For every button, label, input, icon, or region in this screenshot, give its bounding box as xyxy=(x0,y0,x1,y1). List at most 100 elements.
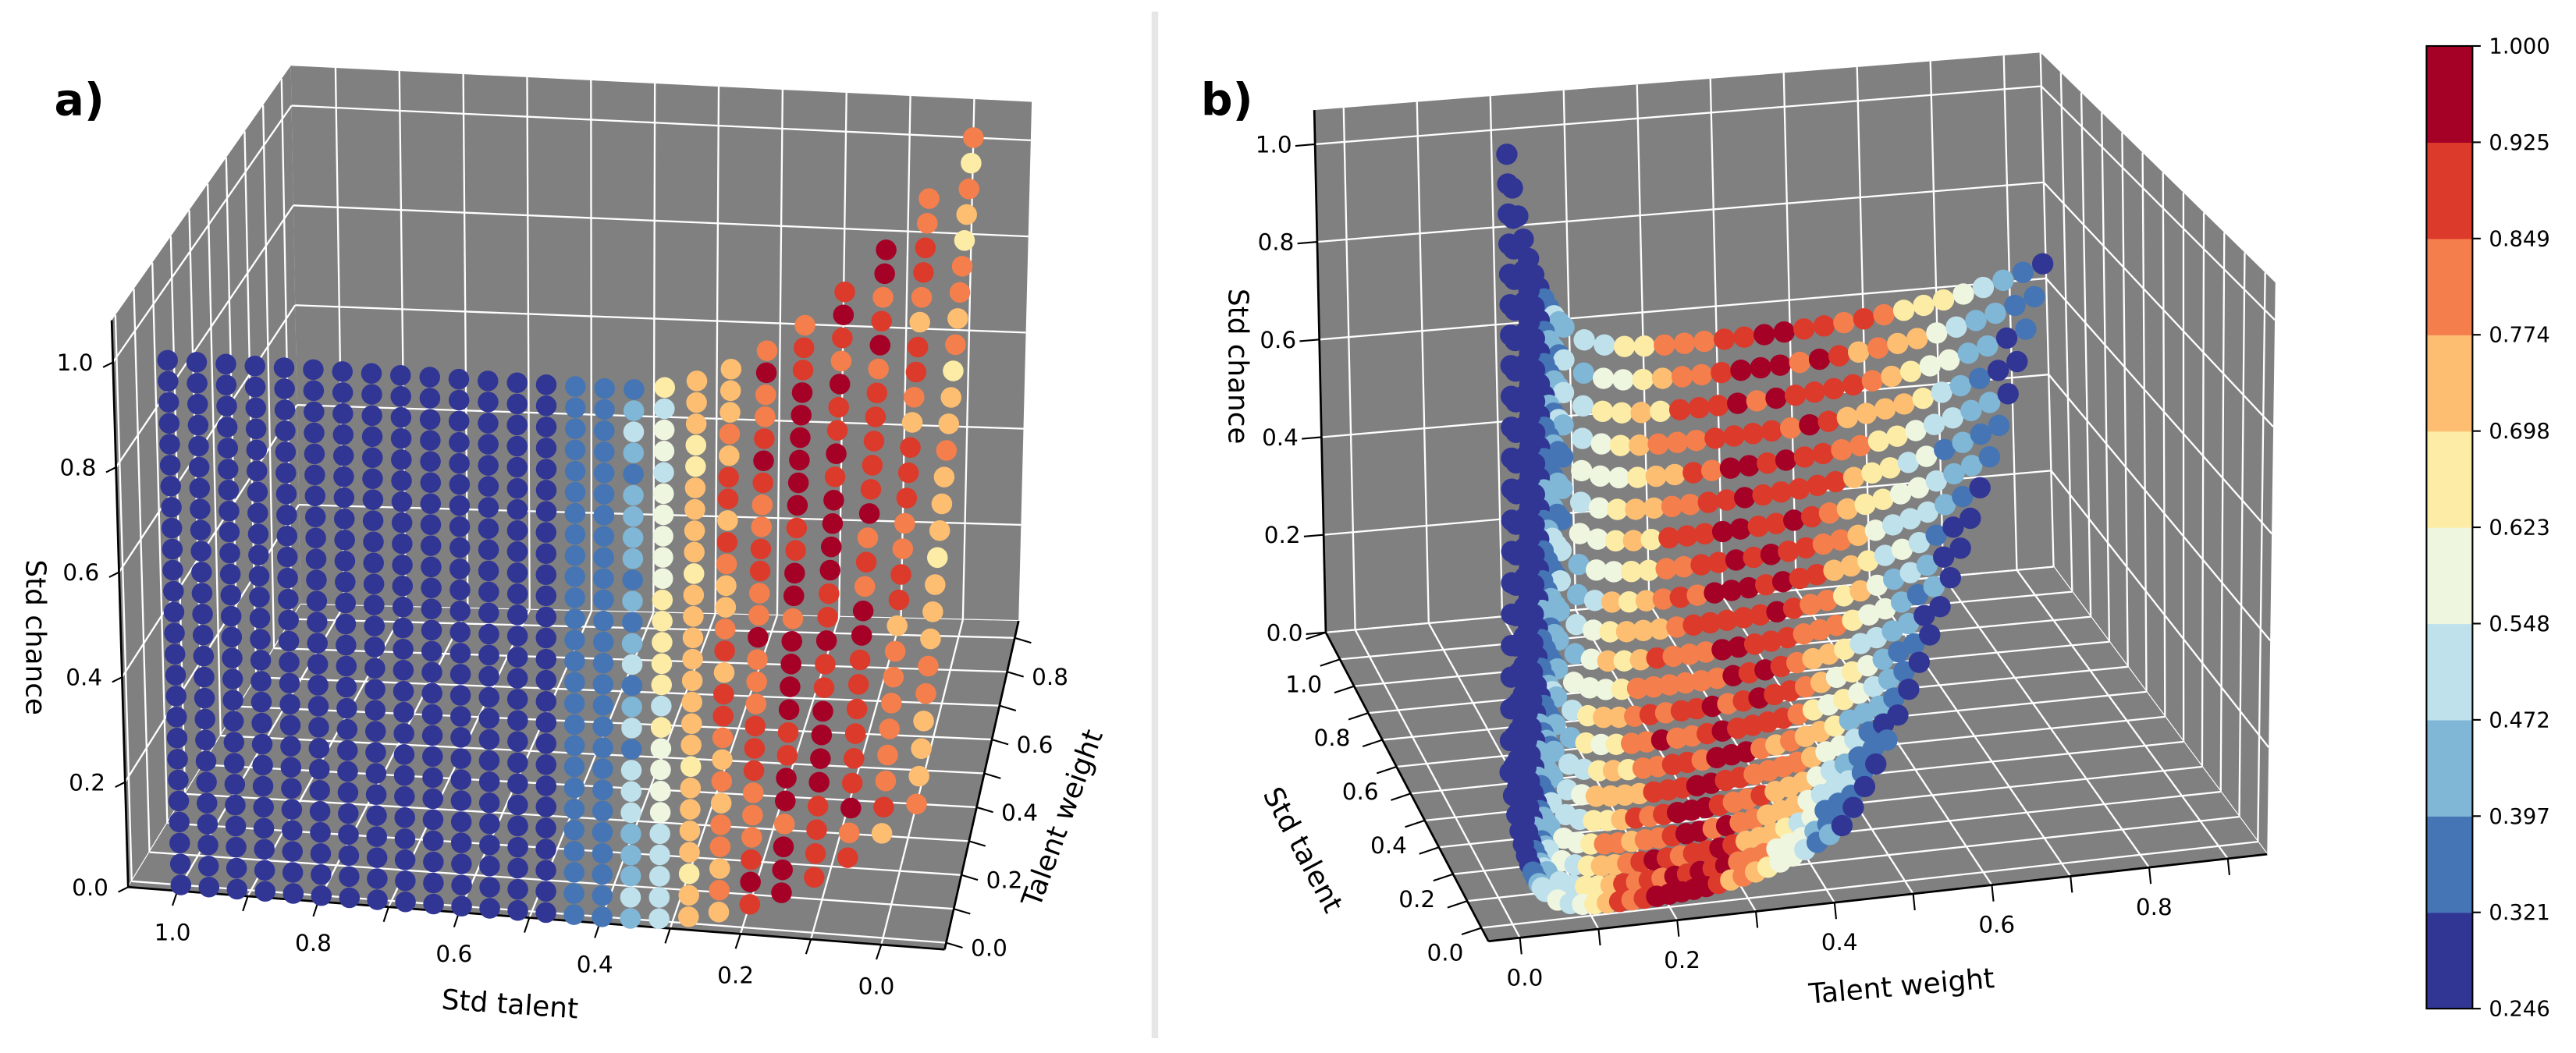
data-point xyxy=(713,683,734,705)
data-point xyxy=(448,368,470,390)
data-point xyxy=(478,539,499,560)
data-point xyxy=(564,502,586,524)
data-point xyxy=(1889,483,1912,505)
data-point xyxy=(169,853,191,874)
data-point xyxy=(157,349,178,371)
data-point xyxy=(1960,507,1981,530)
data-point xyxy=(874,263,895,285)
data-point xyxy=(622,590,643,612)
data-point xyxy=(922,601,943,622)
data-point xyxy=(622,527,644,548)
data-point xyxy=(1498,264,1521,285)
data-point xyxy=(506,583,528,604)
data-point xyxy=(1626,677,1649,700)
data-point xyxy=(563,841,585,862)
data-point xyxy=(252,775,274,797)
axis-line xyxy=(1488,853,2268,943)
tick-mark xyxy=(1405,819,1426,828)
data-point xyxy=(450,727,471,748)
data-point xyxy=(506,456,528,478)
data-point xyxy=(748,604,769,626)
data-point xyxy=(336,634,357,656)
data-point xyxy=(1786,651,1808,674)
data-point xyxy=(364,679,386,700)
data-point xyxy=(1633,619,1654,642)
data-point xyxy=(712,749,733,771)
data-point xyxy=(913,711,934,732)
data-point xyxy=(741,849,762,870)
grid-line xyxy=(2039,52,2055,567)
data-point xyxy=(713,661,735,683)
tick-mark xyxy=(108,571,119,578)
colorbar-tick-label: 0.548 xyxy=(2489,612,2549,636)
data-point xyxy=(332,403,354,424)
data-point xyxy=(594,420,615,441)
data-point xyxy=(592,737,613,758)
data-point xyxy=(333,466,354,488)
data-point xyxy=(1818,502,1841,524)
data-point xyxy=(622,612,643,633)
data-point xyxy=(507,878,528,900)
data-point xyxy=(652,568,673,590)
data-point xyxy=(1754,659,1776,681)
data-point xyxy=(334,530,355,551)
data-point xyxy=(931,493,953,515)
grid-line xyxy=(2080,92,2092,617)
data-point xyxy=(862,455,883,476)
data-point xyxy=(1500,698,1522,720)
tick-mark xyxy=(1833,902,1837,920)
data-point xyxy=(196,771,217,792)
data-point xyxy=(275,484,297,505)
data-point xyxy=(1842,466,1865,488)
colorbar-tick-label: 0.925 xyxy=(2489,131,2549,155)
data-point xyxy=(620,865,641,887)
data-point xyxy=(1906,583,1929,606)
data-point xyxy=(680,734,702,756)
data-point xyxy=(226,836,247,858)
data-point xyxy=(1645,465,1667,488)
colorbar-tick-label: 0.321 xyxy=(2489,901,2549,925)
data-point xyxy=(1952,283,1974,305)
data-point xyxy=(716,575,737,597)
data-point xyxy=(1806,564,1828,586)
data-point xyxy=(305,527,326,549)
data-point xyxy=(719,445,740,466)
data-point xyxy=(905,361,927,383)
data-point xyxy=(592,695,614,716)
data-point xyxy=(743,760,765,782)
data-point xyxy=(1828,345,1850,367)
colorbar-bin xyxy=(2426,45,2473,144)
data-point xyxy=(197,835,219,856)
data-point xyxy=(1733,326,1755,348)
data-point xyxy=(1933,546,1955,568)
data-point xyxy=(1697,491,1719,513)
data-point xyxy=(309,800,331,822)
data-point xyxy=(718,466,739,488)
data-point xyxy=(868,358,889,380)
data-point xyxy=(1499,293,1521,316)
data-point xyxy=(478,455,499,476)
data-point xyxy=(451,895,472,916)
data-point xyxy=(1666,431,1689,453)
data-point xyxy=(219,500,240,522)
data-point xyxy=(708,902,730,923)
data-point xyxy=(709,858,730,879)
data-point xyxy=(195,729,216,751)
data-point xyxy=(307,675,329,696)
tick-mark xyxy=(1597,928,1601,946)
data-point xyxy=(1817,410,1839,432)
data-point xyxy=(620,781,642,802)
data-point xyxy=(1593,707,1615,729)
data-point xyxy=(1571,459,1593,482)
data-point xyxy=(1722,665,1744,686)
data-point xyxy=(1972,276,1995,299)
data-point xyxy=(624,379,645,400)
data-point xyxy=(279,693,300,715)
data-point xyxy=(886,615,908,636)
data-point xyxy=(1652,588,1675,610)
data-point xyxy=(678,863,700,885)
data-point xyxy=(1760,630,1782,652)
data-point xyxy=(419,409,441,430)
data-point xyxy=(564,376,586,397)
data-point xyxy=(1977,335,1999,357)
